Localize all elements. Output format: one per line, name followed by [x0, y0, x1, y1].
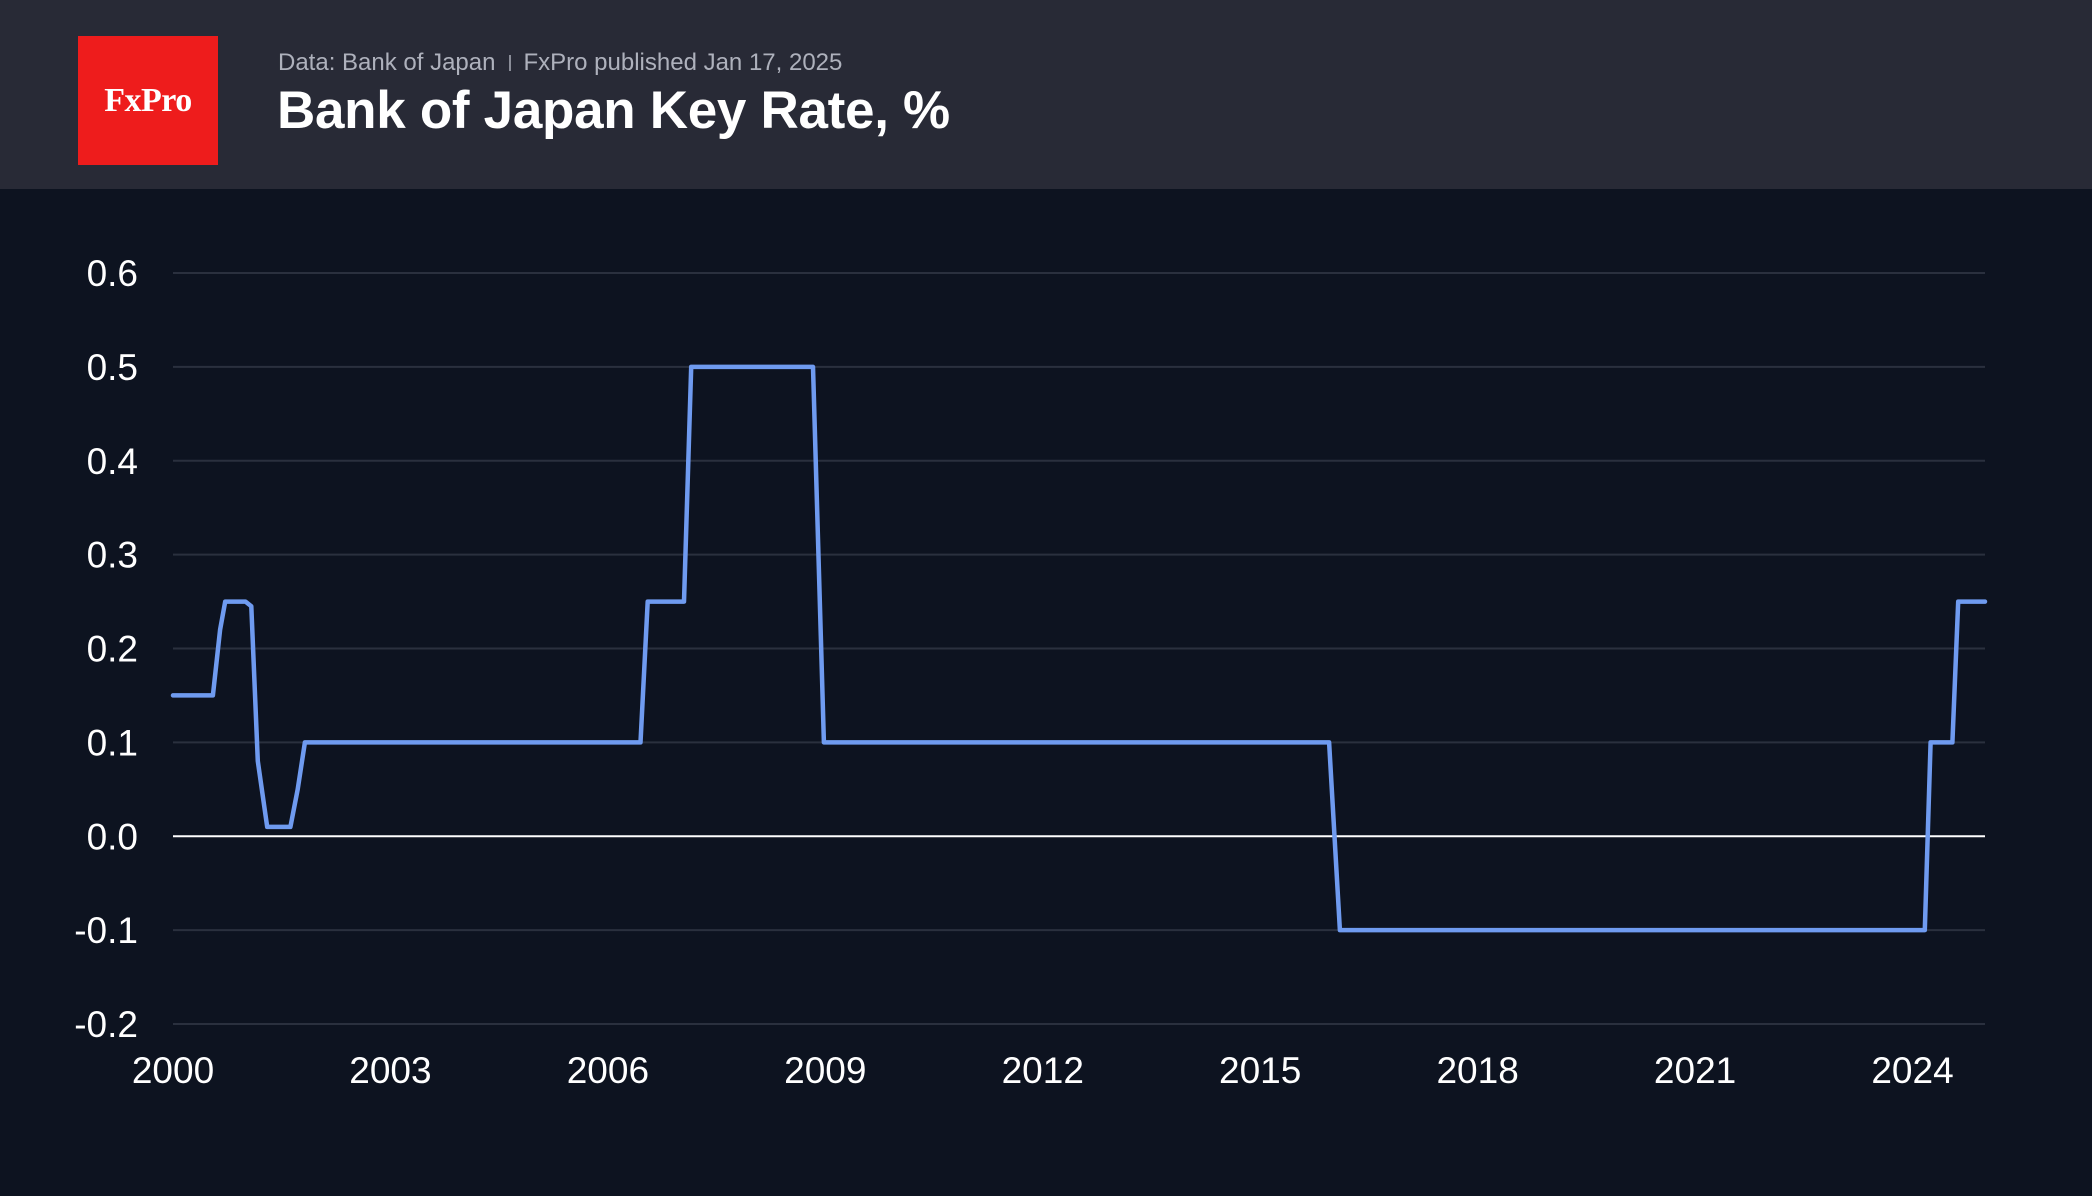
chart-meta: Data: Bank of Japan FxPro published Jan … — [278, 49, 842, 77]
series-line — [170, 364, 1988, 933]
y-tick-label: 0.4 — [87, 441, 138, 482]
x-tick-label: 2018 — [1436, 1050, 1518, 1091]
x-tick-label: 2009 — [784, 1050, 866, 1091]
y-tick-label: 0.3 — [87, 535, 138, 576]
x-tick-label: 2000 — [132, 1050, 214, 1091]
y-tick-label: 0.6 — [87, 253, 138, 294]
chart-area: 0.6 0.5 0.4 0.3 0.2 0.1 0.0 -0.1 -0.2 2000 2003 200… — [0, 189, 2092, 1196]
y-tick-label: 0.1 — [87, 722, 138, 763]
x-tick-label: 2015 — [1219, 1050, 1301, 1091]
y-tick-label: 0.5 — [87, 347, 138, 388]
x-tick-label: 2012 — [1002, 1050, 1084, 1091]
logo-text: FxPro — [104, 81, 192, 119]
header-bar: FxPro Data: Bank of Japan FxPro publishe… — [0, 0, 2092, 189]
x-tick-label: 2021 — [1654, 1050, 1736, 1091]
y-tick-label: -0.1 — [74, 910, 138, 951]
line-chart: 0.6 0.5 0.4 0.3 0.2 0.1 0.0 -0.1 -0.2 2000 2003 200… — [74, 253, 1988, 1091]
published-date: FxPro published Jan 17, 2025 — [523, 49, 843, 76]
chart-title: Bank of Japan Key Rate, % — [277, 81, 950, 140]
fxpro-logo: FxPro — [78, 36, 218, 165]
y-tick-label: 0.2 — [87, 629, 138, 670]
y-tick-label: 0.0 — [87, 816, 138, 857]
x-tick-label: 2006 — [567, 1050, 649, 1091]
x-tick-label: 2024 — [1871, 1050, 1953, 1091]
y-tick-label: -0.2 — [74, 1004, 138, 1045]
data-source: Data: Bank of Japan — [278, 49, 496, 76]
meta-separator — [509, 55, 512, 71]
x-tick-label: 2003 — [349, 1050, 431, 1091]
